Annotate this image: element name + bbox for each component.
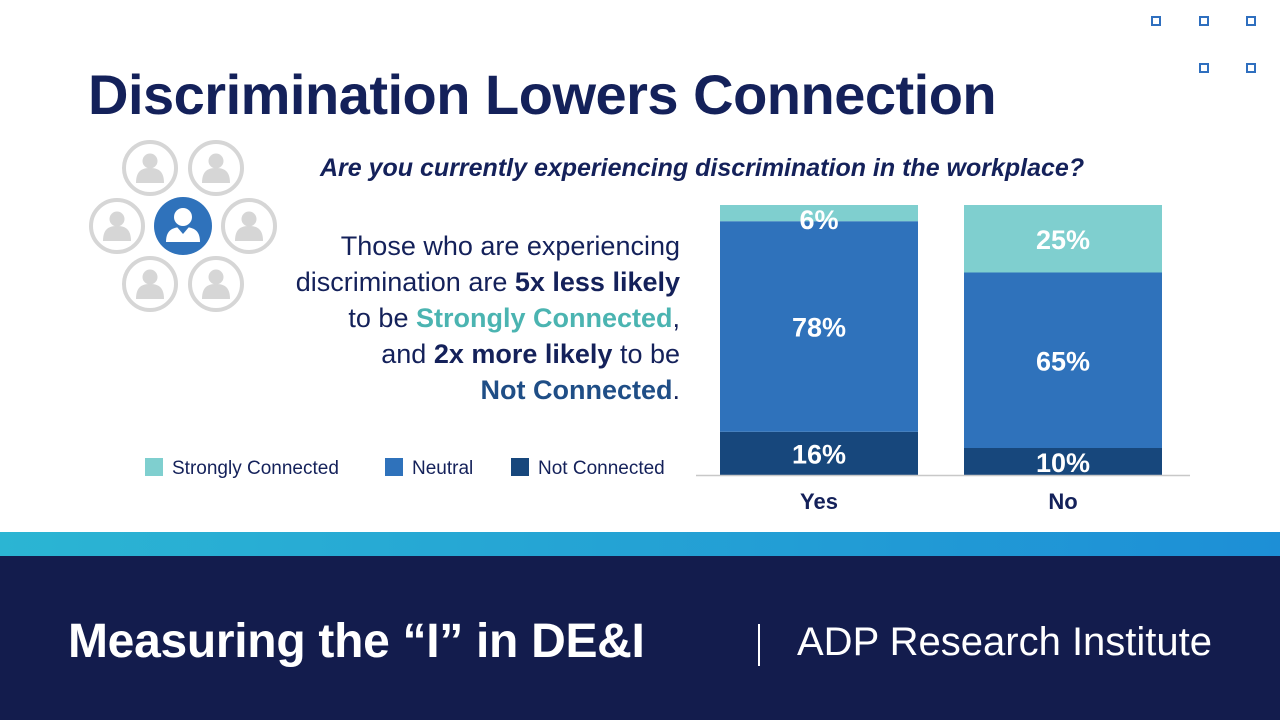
- legend-label: Neutral: [412, 458, 474, 479]
- data-label-no-not-connected: 10%: [1036, 448, 1090, 478]
- decorative-square-5: [1246, 63, 1256, 73]
- footer-title: Measuring the “I” in DE&I: [68, 615, 645, 668]
- bar-segment-no-strongly-connected: [964, 205, 1162, 273]
- finding-emphasis-not-connected: Not Connected: [480, 375, 673, 405]
- footer: [0, 556, 1280, 720]
- legend-label: Strongly Connected: [172, 458, 339, 479]
- decorative-square-3: [1246, 16, 1256, 26]
- footer-divider: [758, 624, 760, 666]
- legend-item-strongly-connected: Strongly Connected: [145, 458, 339, 480]
- data-label-no-strongly-connected: 25%: [1036, 225, 1090, 255]
- legend-swatch-not-connected: [511, 458, 529, 476]
- legend-item-neutral: Neutral: [385, 458, 473, 480]
- data-label-yes-not-connected: 16%: [792, 439, 846, 469]
- data-label-yes-strongly-connected: 6%: [799, 205, 838, 235]
- survey-question: Are you currently experiencing discrimin…: [320, 154, 1085, 182]
- finding-text-segment: ,: [672, 303, 680, 333]
- finding-text-segment: discrimination are: [295, 267, 515, 297]
- stacked-bar-chart: 16% 78% 6% Yes 10% 65% 25% No: [696, 205, 1190, 514]
- legend-item-not-connected: Not Connected: [511, 458, 665, 480]
- finding-line-5: Not Connected.: [240, 372, 680, 408]
- finding-emphasis-less-likely: 5x less likely: [514, 267, 680, 297]
- decorative-square-4: [1199, 63, 1209, 73]
- legend-swatch-strongly-connected: [145, 458, 163, 476]
- finding-text-segment: to be: [348, 303, 416, 333]
- finding-text-segment: and: [381, 339, 434, 369]
- finding-text-segment: .: [672, 375, 680, 405]
- people-network-icon: [86, 138, 282, 318]
- bar-segment-yes-neutral: [720, 221, 918, 432]
- finding-emphasis-more-likely: 2x more likely: [433, 339, 613, 369]
- x-tick-label-yes: Yes: [800, 489, 838, 514]
- finding-emphasis-strongly-connected: Strongly Connected: [415, 303, 673, 333]
- finding-line-2: discrimination are 5x less likely: [240, 264, 680, 300]
- decorative-square-1: [1151, 16, 1161, 26]
- footer-organization: ADP Research Institute: [797, 620, 1213, 664]
- finding-text-segment: Those who are experiencing: [340, 231, 680, 261]
- finding-line-3: to be Strongly Connected,: [240, 300, 680, 336]
- page-title: Discrimination Lowers Connection: [88, 63, 997, 126]
- bar-segment-yes-strongly-connected: [720, 205, 918, 222]
- accent-band: [0, 532, 1280, 558]
- finding-line-4: and 2x more likely to be: [240, 336, 680, 372]
- legend-swatch-neutral: [385, 458, 403, 476]
- data-label-yes-neutral: 78%: [792, 313, 846, 343]
- x-tick-label-no: No: [1048, 489, 1077, 514]
- decorative-square-2: [1199, 16, 1209, 26]
- data-label-no-neutral: 65%: [1036, 346, 1090, 376]
- bar-segment-yes-not-connected: [720, 431, 918, 475]
- bar-segment-no-neutral: [964, 272, 1162, 448]
- finding-text-segment: to be: [612, 339, 680, 369]
- bar-segment-no-not-connected: [964, 448, 1162, 475]
- finding-text: Those who are experiencing discriminatio…: [240, 228, 680, 408]
- legend-label: Not Connected: [538, 458, 665, 479]
- finding-line-1: Those who are experiencing: [240, 228, 680, 264]
